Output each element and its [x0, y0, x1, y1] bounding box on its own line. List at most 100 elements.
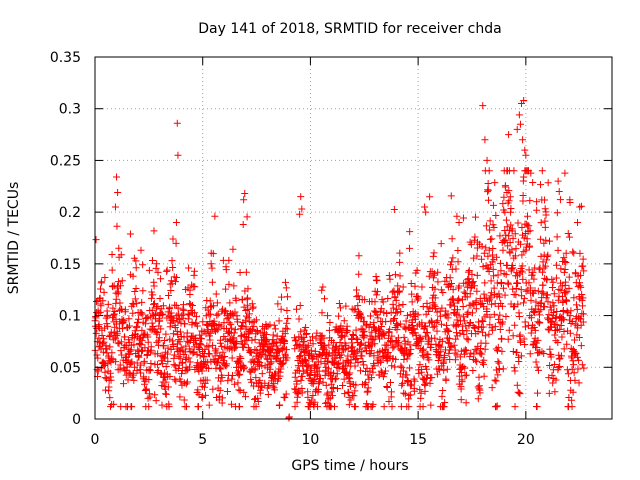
data-point [515, 312, 523, 320]
data-point [379, 330, 387, 338]
data-point [568, 396, 576, 404]
data-point [440, 366, 448, 374]
data-point [137, 246, 145, 254]
data-point [137, 341, 145, 349]
data-point [400, 389, 408, 397]
data-point [541, 205, 549, 213]
data-point [186, 363, 194, 371]
data-point [575, 356, 583, 364]
data-point [579, 255, 587, 263]
data-point [149, 256, 157, 264]
data-point [519, 231, 527, 239]
data-point [139, 261, 147, 269]
data-point [553, 209, 561, 217]
data-point [494, 343, 502, 351]
data-point [267, 359, 275, 367]
data-point [578, 290, 586, 298]
data-point [218, 374, 226, 382]
data-point [530, 323, 538, 331]
data-point [159, 302, 167, 310]
data-point [489, 244, 497, 252]
data-point [553, 233, 561, 241]
data-point [349, 330, 357, 338]
data-point [370, 307, 378, 315]
data-point [519, 299, 527, 307]
data-point [421, 332, 429, 340]
data-point [236, 268, 244, 276]
data-point [194, 386, 202, 394]
data-point [206, 350, 214, 358]
data-point [484, 252, 492, 260]
data-point [492, 377, 500, 385]
data-point [145, 403, 153, 411]
data-point [406, 382, 414, 390]
data-point [231, 308, 239, 316]
data-point [403, 355, 411, 363]
data-point [521, 146, 529, 154]
data-point [223, 360, 231, 368]
data-point [529, 268, 537, 276]
data-point [525, 266, 533, 274]
data-point [225, 256, 233, 264]
data-point [183, 403, 191, 411]
data-point [554, 338, 562, 346]
data-point [251, 336, 259, 344]
data-point [172, 218, 180, 226]
data-point [172, 239, 180, 247]
data-point [495, 290, 503, 298]
data-point [390, 314, 398, 322]
data-point [387, 308, 395, 316]
data-point [456, 372, 464, 380]
data-point [154, 361, 162, 369]
data-point [347, 396, 355, 404]
data-point [353, 354, 361, 362]
data-point [149, 323, 157, 331]
data-point [566, 199, 574, 207]
data-point [360, 361, 368, 369]
data-point [561, 278, 569, 286]
data-point [478, 242, 486, 250]
data-point [429, 252, 437, 260]
data-point [437, 343, 445, 351]
data-point [574, 218, 582, 226]
data-point [256, 376, 264, 384]
data-point [141, 387, 149, 395]
data-point [236, 387, 244, 395]
data-point [314, 403, 322, 411]
data-point [180, 396, 188, 404]
data-point [465, 266, 473, 274]
data-point [454, 258, 462, 266]
data-point [511, 321, 519, 329]
data-point [118, 277, 126, 285]
data-point [542, 262, 550, 270]
data-point [276, 401, 284, 409]
data-point [458, 378, 466, 386]
data-point [417, 389, 425, 397]
data-point [443, 365, 451, 373]
data-point [153, 260, 161, 268]
data-point [509, 234, 517, 242]
data-point [376, 335, 384, 343]
data-point [194, 403, 202, 411]
data-point [384, 341, 392, 349]
data-point [415, 336, 423, 344]
data-point [126, 347, 134, 355]
data-point [247, 327, 255, 335]
data-point [419, 345, 427, 353]
data-point [532, 298, 540, 306]
data-point [397, 362, 405, 370]
data-point [260, 347, 268, 355]
data-point [152, 264, 160, 272]
data-point [291, 403, 299, 411]
data-point [457, 385, 465, 393]
data-point [177, 377, 185, 385]
data-point [435, 352, 443, 360]
data-point [241, 190, 249, 198]
data-point [121, 306, 129, 314]
data-point [510, 364, 518, 372]
data-point [334, 360, 342, 368]
data-point [102, 345, 110, 353]
data-point [334, 385, 342, 393]
data-point [254, 328, 262, 336]
data-point [420, 353, 428, 361]
